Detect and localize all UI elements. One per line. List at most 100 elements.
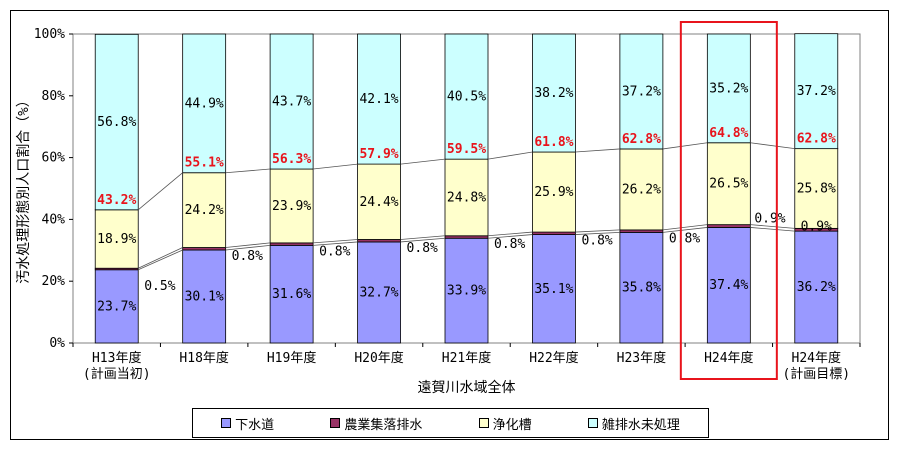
data-label-agri: 0.9% <box>754 212 785 227</box>
category-label: H20年度 <box>354 350 403 366</box>
data-label-total: 62.8% <box>622 132 661 147</box>
data-label-total: 64.8% <box>709 126 748 141</box>
data-label-sewer: 31.6% <box>272 287 311 302</box>
data-label-septic: 18.9% <box>97 232 136 247</box>
category-label: H19年度 <box>267 350 316 366</box>
data-label-agri: 0.8% <box>232 249 263 264</box>
data-label-sewer: 35.1% <box>534 282 573 297</box>
data-label-total: 55.1% <box>185 156 224 171</box>
connector-line-sewer <box>313 241 358 246</box>
legend-item: 農業集落排水 <box>330 414 422 433</box>
legend-item: 浄化槽 <box>478 414 532 433</box>
bar-segment-untreated <box>794 33 839 150</box>
data-label-untreated: 37.2% <box>797 84 836 99</box>
bar-segment-untreated <box>532 33 576 153</box>
bar-segment-sewer <box>619 231 664 344</box>
data-label-untreated: 38.2% <box>534 86 573 101</box>
connector-line-total <box>662 142 708 150</box>
bar-segment-sewer <box>794 230 839 344</box>
bar-segment-septic <box>182 172 227 248</box>
data-label-sewer: 23.7% <box>97 299 136 314</box>
category-label: H13年度 <box>92 350 141 366</box>
y-tick-label: 80% <box>42 89 66 104</box>
bar-segment-septic <box>444 158 489 237</box>
connector-line-total <box>137 172 183 211</box>
data-label-sewer: 37.4% <box>709 278 748 293</box>
legend-label: 雑排水未処理 <box>601 417 680 433</box>
data-label-untreated: 40.5% <box>447 90 486 105</box>
connector-line-sewer <box>138 249 183 271</box>
connector-line-sewer-agri <box>400 235 446 240</box>
bar-segment-sewer <box>182 249 227 344</box>
connector-line-total <box>750 142 795 150</box>
connector-line-sewer-agri <box>575 229 620 233</box>
bar-segment-sewer <box>706 227 751 344</box>
connector-line-sewer <box>662 227 708 233</box>
bar-segment-untreated <box>444 33 489 160</box>
bar-segment-untreated <box>706 33 751 144</box>
connector-line-sewer-agri <box>750 224 795 229</box>
data-label-sewer: 33.9% <box>447 284 486 299</box>
connector-line-sewer-agri <box>225 242 271 248</box>
data-label-septic: 24.4% <box>359 195 398 210</box>
bar-segment-sewer <box>94 269 139 344</box>
data-label-septic: 26.2% <box>622 182 661 197</box>
category-label: H22年度 <box>529 350 578 366</box>
bar-segment-untreated <box>269 33 314 170</box>
bar-segment-sewer <box>532 234 576 344</box>
bar-segment-untreated <box>619 33 664 150</box>
data-label-total: 57.9% <box>359 147 398 162</box>
y-tick-label: 60% <box>42 151 66 166</box>
data-label-septic: 25.8% <box>797 182 836 197</box>
bar-segment-septic <box>94 209 139 269</box>
bar-segment-septic <box>269 168 314 244</box>
data-label-sewer: 30.1% <box>185 289 224 304</box>
legend-swatch <box>478 418 489 428</box>
bar-segment-untreated <box>94 33 139 211</box>
y-tick-label: 40% <box>42 212 66 227</box>
data-label-untreated: 42.1% <box>359 92 398 107</box>
connector-line-sewer-agri <box>138 247 183 269</box>
connector-line-sewer <box>487 234 533 239</box>
data-label-sewer: 32.7% <box>359 285 398 300</box>
bar-segment-sewer <box>269 244 314 344</box>
data-label-sewer: 36.2% <box>797 280 836 295</box>
connector-line-total <box>225 168 271 174</box>
y-tick-label: 0% <box>49 336 65 351</box>
connector-line-total <box>400 158 446 165</box>
legend-label: 浄化槽 <box>492 417 532 433</box>
legend-item: 雑排水未処理 <box>587 414 680 433</box>
y-axis-title: 汚水処理形態別人口割合（%） <box>15 93 32 283</box>
data-label-untreated: 44.9% <box>185 96 224 111</box>
data-label-total: 59.5% <box>447 142 486 157</box>
bar-segment-septic <box>357 163 401 240</box>
data-label-septic: 24.2% <box>185 203 224 218</box>
data-label-sewer: 35.8% <box>622 281 661 296</box>
data-label-total: 61.8% <box>534 135 573 150</box>
category-label: H21年度 <box>442 350 491 366</box>
highlight-box <box>679 21 778 380</box>
connector-line-sewer <box>575 231 620 235</box>
category-label: H24年度 <box>792 350 841 366</box>
data-label-total: 43.2% <box>97 193 136 208</box>
data-label-septic: 25.9% <box>534 185 573 200</box>
data-label-untreated: 35.2% <box>709 81 748 96</box>
data-label-untreated: 37.2% <box>622 84 661 99</box>
data-label-agri: 0.8% <box>494 237 525 252</box>
bar-segment-septic <box>794 148 839 229</box>
y-tick-label: 100% <box>34 27 65 42</box>
connector-line-sewer-agri <box>662 224 708 231</box>
data-label-total: 56.3% <box>272 152 311 167</box>
connector-line-total <box>313 163 358 170</box>
connector-line-sewer-agri <box>313 239 358 244</box>
data-label-agri: 0.9% <box>801 219 832 234</box>
bar-segment-sewer <box>444 237 489 344</box>
category-label: (計画当初) <box>83 366 151 382</box>
bar-segment-untreated <box>182 33 227 174</box>
data-label-agri: 0.8% <box>407 241 438 256</box>
legend-label: 農業集落排水 <box>344 417 423 433</box>
connector-line-sewer <box>750 227 795 232</box>
bar-segment-untreated <box>357 33 401 165</box>
data-label-agri: 0.8% <box>581 234 612 249</box>
